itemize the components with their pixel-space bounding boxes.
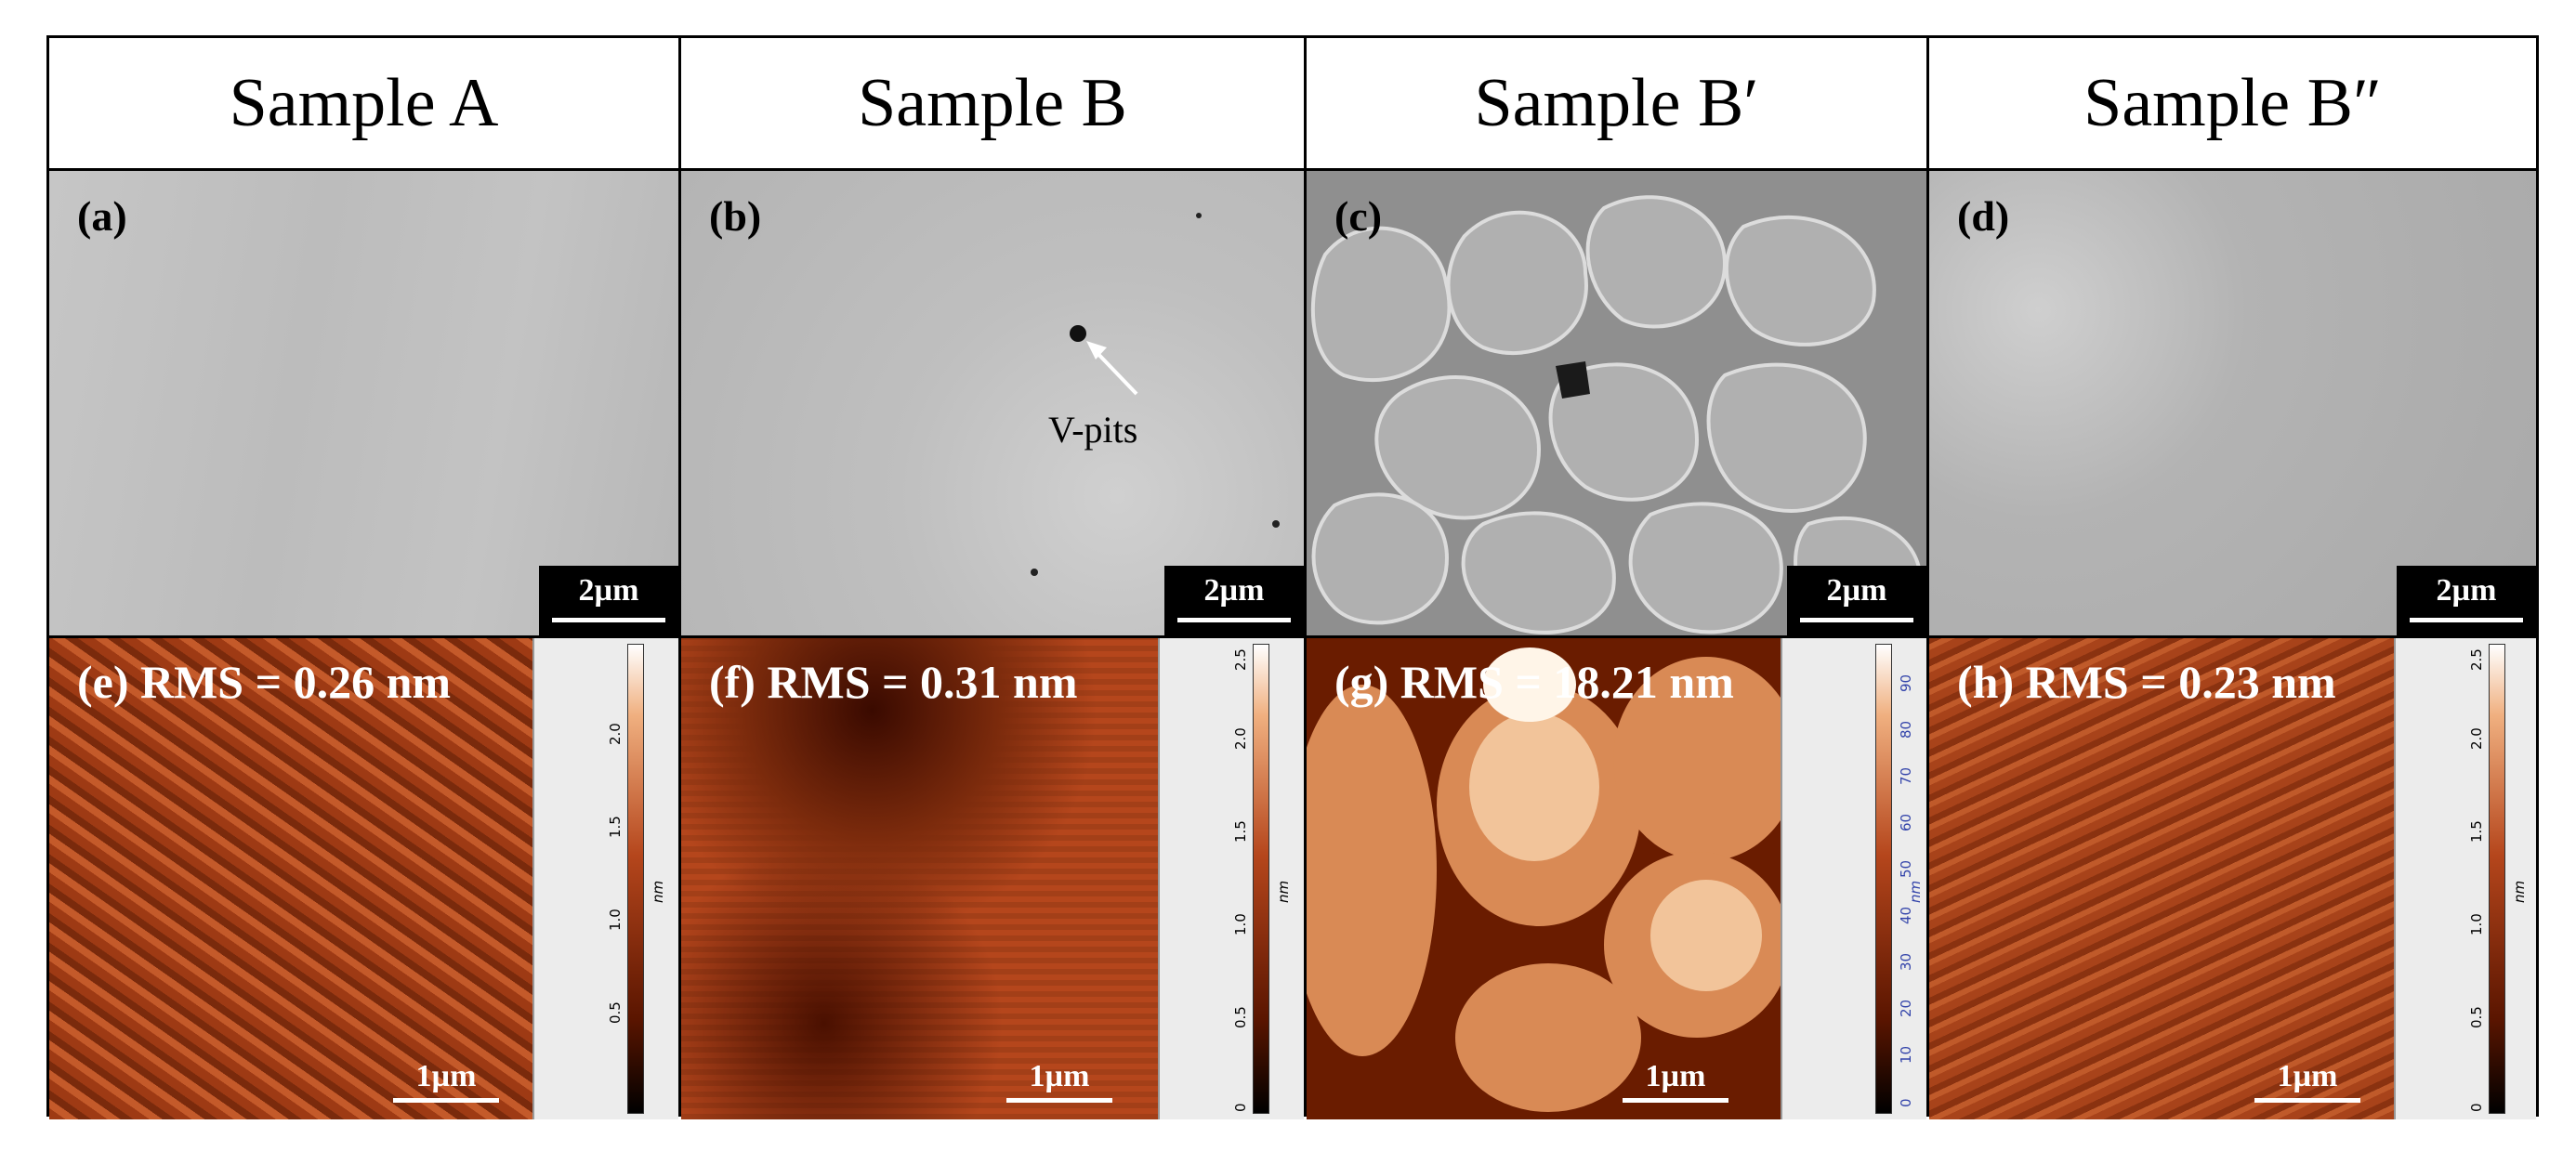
panel-label: (a) — [77, 192, 127, 240]
scale-bar: 2µm — [1787, 566, 1926, 635]
afm-scale-bar: 1µm — [2254, 1059, 2360, 1103]
colorbar-tick: 1.5 — [2468, 820, 2485, 843]
colorbar-tick: 1.5 — [607, 816, 624, 838]
afm-image-e: (e) RMS = 0.26 nm 1µm 0.5 1.0 1.5 2.0 nm — [49, 638, 678, 1119]
column-divider — [1926, 38, 1929, 1114]
colorbar: 0.5 1.0 1.5 2.0 nm — [532, 638, 678, 1119]
v-pits-annotation: V-pits — [1048, 409, 1138, 451]
afm-scale-bar: 1µm — [1623, 1059, 1728, 1103]
afm-scale-bar: 1µm — [1006, 1059, 1112, 1103]
colorbar-tick: 1.5 — [1232, 820, 1249, 843]
colorbar-tick: 90 — [1898, 674, 1914, 692]
column-title-sample-b-prime: Sample B′ — [1474, 64, 1759, 141]
afm-image-g: (g) RMS = 18.21 nm 1µm 0 10 20 30 40 50 … — [1307, 638, 1926, 1119]
colorbar-tick: 1.0 — [607, 909, 624, 931]
colorbar: 0 0.5 1.0 1.5 2.0 2.5 nm — [2394, 638, 2536, 1119]
column-divider — [678, 38, 681, 1114]
colorbar-unit: nm — [1907, 880, 1924, 903]
row-divider — [49, 635, 2536, 638]
colorbar-tick: 60 — [1898, 813, 1914, 831]
column-title-sample-a: Sample A — [229, 64, 499, 141]
colorbar-tick: 0.5 — [2468, 1006, 2485, 1028]
afm-image-f: (f) RMS = 0.31 nm 1µm 0 0.5 1.0 1.5 2.0 … — [681, 638, 1304, 1119]
figure-panel-grid: Sample A Sample B Sample B′ Sample B″ (a… — [46, 35, 2539, 1119]
colorbar-tick: 0 — [2468, 1103, 2485, 1112]
colorbar-tick: 2.5 — [2468, 648, 2485, 671]
colorbar-tick: 70 — [1898, 766, 1914, 785]
column-divider — [1304, 38, 1307, 1114]
colorbar: 0 0.5 1.0 1.5 2.0 2.5 nm — [1158, 638, 1304, 1119]
scale-bar: 2µm — [2397, 566, 2536, 635]
colorbar-tick: 20 — [1898, 999, 1914, 1017]
colorbar-unit: nm — [1275, 880, 1292, 903]
scale-bar-label: 2µm — [2436, 573, 2497, 608]
colorbar-tick: 0.5 — [607, 1001, 624, 1024]
colorbar-tick: 0 — [1232, 1103, 1249, 1112]
scale-bar-label: 2µm — [578, 573, 639, 608]
colorbar-tick: 0 — [1898, 1098, 1914, 1107]
afm-height-map — [1307, 638, 1781, 1119]
colorbar-tick: 1.0 — [1232, 913, 1249, 935]
column-title-sample-b-double-prime: Sample B″ — [2083, 64, 2382, 141]
colorbar-tick: 30 — [1898, 952, 1914, 971]
colorbar-tick: 2.0 — [2468, 727, 2485, 750]
afm-scale-bar-label: 1µm — [2277, 1059, 2338, 1093]
colorbar-tick: 50 — [1898, 859, 1914, 878]
sem-image-c: (c) 2µm — [1307, 171, 1926, 635]
afm-scale-bar-label: 1µm — [415, 1059, 477, 1093]
colorbar-tick: 10 — [1898, 1045, 1914, 1064]
v-pit-markers — [1031, 213, 1280, 576]
colorbar-tick: 40 — [1898, 906, 1914, 924]
afm-scale-bar: 1µm — [393, 1059, 499, 1103]
afm-scale-bar-label: 1µm — [1645, 1059, 1706, 1093]
sem-image-d: (d) 2µm — [1929, 171, 2536, 635]
row-divider — [49, 168, 2536, 171]
colorbar: 0 10 20 30 40 50 60 70 80 90 nm — [1781, 638, 1926, 1119]
afm-image-h: (h) RMS = 0.23 nm 1µm 0 0.5 1.0 1.5 2.0 … — [1929, 638, 2536, 1119]
colorbar-tick: 0.5 — [1232, 1006, 1249, 1028]
panel-label: (d) — [1957, 192, 2010, 240]
colorbar-tick: 2.0 — [1232, 727, 1249, 750]
sem-image-b: (b) V-pits 2µm — [681, 171, 1304, 635]
scale-bar-label: 2µm — [1203, 573, 1265, 608]
sem-image-a: (a) 2µm — [49, 171, 678, 635]
afm-height-map — [49, 638, 532, 1119]
panel-label: (b) — [709, 192, 762, 240]
afm-height-map — [1929, 638, 2394, 1119]
column-title-sample-b: Sample B — [858, 64, 1127, 141]
colorbar-tick: 80 — [1898, 720, 1914, 739]
scale-bar: 2µm — [1164, 566, 1304, 635]
colorbar-unit: nm — [650, 880, 666, 903]
colorbar-unit: nm — [2511, 880, 2528, 903]
panel-label: (c) — [1334, 192, 1383, 240]
rms-label: (h) RMS = 0.23 nm — [1957, 656, 2336, 708]
rms-label: (f) RMS = 0.31 nm — [709, 656, 1078, 708]
afm-height-map — [681, 638, 1158, 1119]
colorbar-tick: 2.0 — [607, 723, 624, 745]
scale-bar-label: 2µm — [1826, 573, 1887, 608]
rms-label: (g) RMS = 18.21 nm — [1334, 656, 1734, 708]
scale-bar: 2µm — [539, 566, 678, 635]
afm-scale-bar-label: 1µm — [1029, 1059, 1090, 1093]
colorbar-tick: 2.5 — [1232, 648, 1249, 671]
colorbar-tick: 1.0 — [2468, 913, 2485, 935]
rms-label: (e) RMS = 0.26 nm — [77, 656, 452, 708]
